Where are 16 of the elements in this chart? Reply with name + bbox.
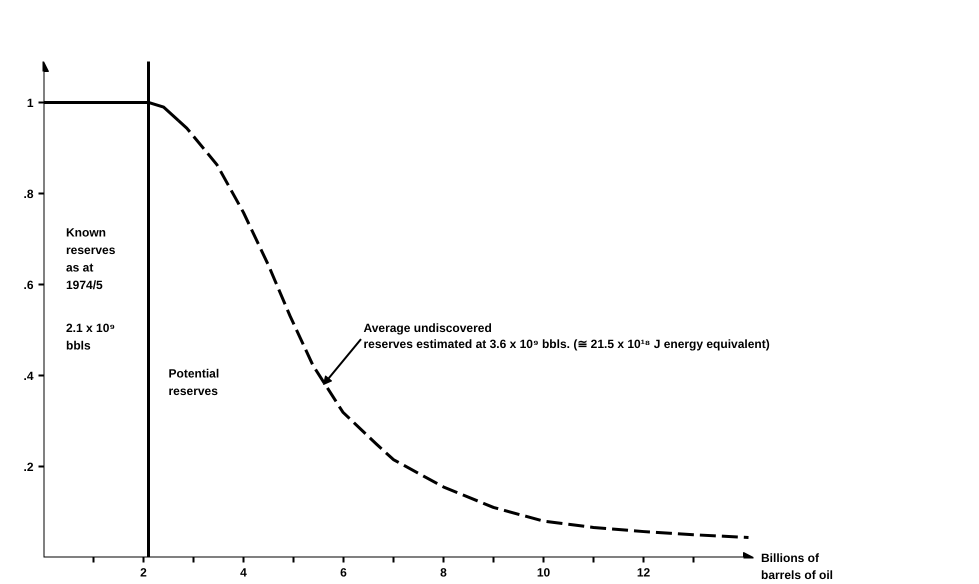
x-axis-title: Billions of barrels of oil: [761, 551, 834, 582]
annotation: Known reserves as at 1974/5: [66, 225, 116, 292]
x-tick-label: 6: [340, 566, 348, 580]
x-tick-label: 12: [636, 566, 650, 580]
y-tick-label: .4: [23, 368, 34, 383]
annotation: Average undiscovered reserves estimated at 3.6 x 10⁹ bbls. (≅ 21.5 x 10¹⁸ J energy equivalent): [364, 320, 770, 351]
annotation: 2.1 x 10⁹ bbls: [66, 320, 116, 352]
x-tick-label: 2: [140, 566, 148, 580]
x-tick-label: 8: [440, 566, 448, 580]
y-tick-label: 1: [26, 96, 34, 110]
y-tick-label: .6: [23, 278, 34, 292]
x-tick-label: 4: [240, 566, 248, 580]
x-tick-label: 10: [536, 566, 550, 580]
y-tick-label: .2: [23, 460, 34, 474]
y-tick-label: .8: [23, 186, 34, 201]
annotation: Potential reserves: [168, 366, 220, 398]
